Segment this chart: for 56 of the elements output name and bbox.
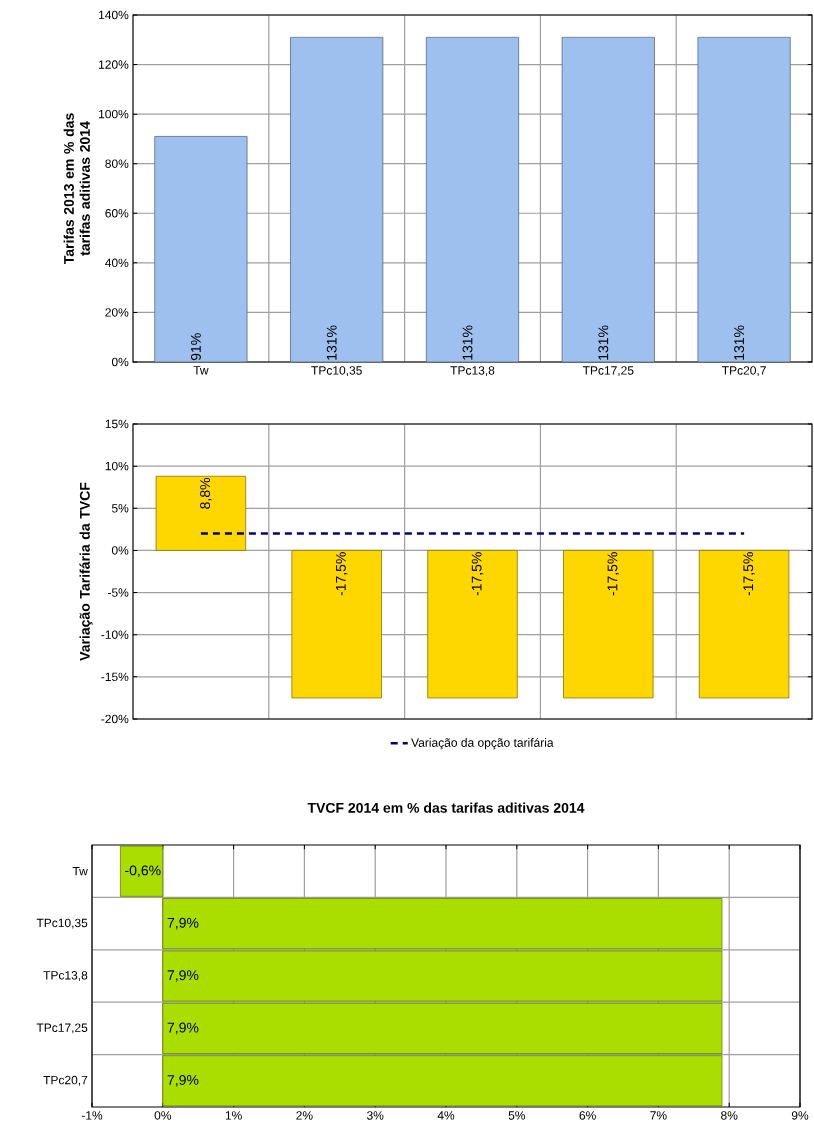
y-axis-title: Variação Tarifária da TVCF (79, 482, 93, 661)
y-tick-label: TPc10,35 (36, 918, 88, 929)
x-tick-label: 7% (650, 1111, 667, 1120)
x-tick-label: TPc10,35 (311, 366, 362, 377)
data-label: 131% (462, 325, 473, 360)
x-tick-label: 9% (791, 1111, 809, 1120)
data-label: 7,9% (167, 1075, 199, 1087)
x-tick-label: 3% (366, 1111, 384, 1120)
y-tick-label: 40% (105, 258, 129, 268)
y-tick-label: 0% (111, 357, 129, 367)
x-tick-label: 2% (296, 1111, 313, 1120)
x-tick-label: TPc20,7 (722, 366, 766, 377)
y-tick-label: -15% (101, 672, 129, 682)
y-tick-label: 20% (105, 308, 129, 317)
data-label: 8,8% (200, 477, 212, 509)
y-tick-label: -10% (101, 630, 129, 639)
legend-label: Variação da opção tarifária (411, 737, 554, 750)
y-tick-label: 140% (99, 10, 129, 20)
data-label: 7,9% (167, 970, 199, 982)
x-tick-label: 4% (437, 1111, 455, 1120)
chart-title: TVCF 2014 em % das tarifas aditivas 2014 (307, 802, 585, 813)
y-tick-label: 10% (105, 461, 129, 471)
y-tick-label: TPc17,25 (36, 1023, 88, 1034)
y-tick-label: 15% (105, 419, 129, 429)
x-tick-label: 0% (154, 1111, 172, 1120)
data-label: -17,5% (743, 552, 755, 596)
data-label: 91% (190, 333, 201, 361)
x-tick-label: Tw (193, 366, 209, 375)
x-tick-label: 5% (508, 1111, 526, 1120)
y-axis-title: Tarifas 2013 em % das tarifas aditivas 2014 (63, 113, 90, 265)
y-tick-label: 5% (111, 504, 129, 513)
y-tick-label: 120% (99, 60, 129, 69)
y-tick-label: 80% (105, 159, 129, 168)
data-label: -17,5% (335, 552, 348, 596)
data-label: 131% (598, 325, 609, 360)
y-tick-label: -20% (101, 714, 129, 724)
y-tick-label: 60% (105, 209, 129, 218)
x-tick-label: -1% (81, 1111, 103, 1120)
y-tick-label: Tw (72, 867, 88, 876)
y-tick-label: TPc13,8 (43, 971, 88, 981)
y-tick-label: TPc20,7 (43, 1075, 88, 1086)
y-tick-label: 0% (111, 546, 129, 555)
x-tick-label: TPc17,25 (582, 366, 634, 377)
data-label: 7,9% (167, 1022, 199, 1035)
x-tick-label: 1% (225, 1111, 242, 1120)
data-label: -0,6% (125, 865, 161, 877)
data-label: -17,5% (471, 552, 484, 596)
x-tick-label: 6% (579, 1111, 596, 1120)
data-label: -17,5% (607, 552, 620, 596)
data-label: 131% (734, 325, 745, 360)
x-tick-label: 8% (721, 1111, 738, 1120)
y-tick-label: -5% (107, 588, 129, 597)
y-tick-label: 100% (99, 109, 129, 119)
data-label: 7,9% (167, 917, 199, 930)
data-label: 131% (326, 325, 337, 360)
x-tick-label: TPc13,8 (450, 366, 495, 377)
